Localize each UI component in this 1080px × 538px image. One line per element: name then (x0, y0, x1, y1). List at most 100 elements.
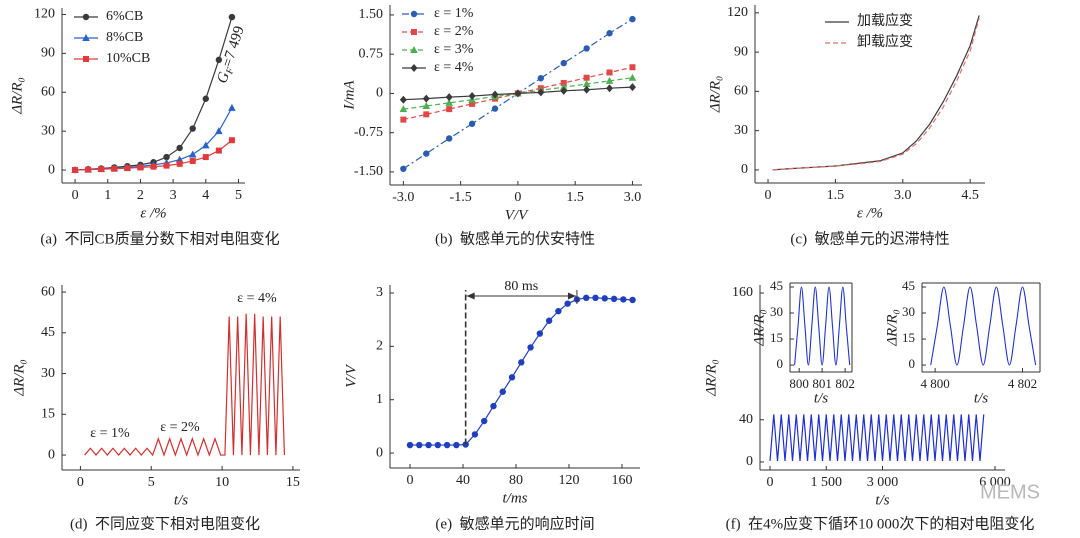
marker (559, 83, 568, 91)
y-tick-label: 30 (41, 123, 55, 138)
y-tick-label: 0 (48, 162, 55, 177)
marker (400, 116, 407, 123)
x-tick-label: 3.0 (894, 188, 912, 203)
y-tick-label: 0 (746, 454, 753, 469)
x-tick-label: 1 500 (811, 475, 843, 490)
y-tick-label: 15 (41, 407, 55, 422)
marker (443, 441, 451, 449)
marker (446, 106, 453, 113)
marker (406, 441, 414, 449)
x-tick-label: 3.0 (624, 190, 642, 205)
marker (98, 166, 105, 173)
legend-label: 卸载应变 (857, 33, 913, 50)
marker (445, 98, 453, 106)
x-tick-label: 1.5 (566, 190, 584, 205)
marker (490, 402, 497, 410)
x-axis-label: ε /% (140, 205, 166, 221)
arrow-head (466, 292, 475, 300)
x-tick-label: 15 (286, 475, 300, 490)
annotation: 80 ms (504, 279, 538, 294)
y-tick-label: 30 (41, 366, 55, 381)
annotation-subscript: F (224, 66, 237, 77)
caption: (a) 不同CB质量分数下相对电阻变化 (40, 230, 279, 247)
x-tick-label: 4.5 (961, 188, 979, 203)
x-tick-label: 80 (509, 473, 523, 488)
marker (592, 294, 599, 302)
marker (445, 135, 453, 142)
x-tick-label: 4 802 (1008, 376, 1037, 391)
annotation-text: =7 499 (220, 24, 248, 69)
marker (527, 344, 534, 351)
marker (514, 89, 522, 98)
marker (124, 165, 131, 172)
x-tick-label: 802 (835, 376, 855, 391)
data-line (794, 286, 851, 366)
watermark: MEMS (980, 481, 1040, 503)
x-tick-label: 801 (812, 376, 832, 391)
marker (416, 441, 423, 449)
y-tick-label: 160 (732, 285, 753, 300)
arrow-head (567, 292, 576, 300)
marker (411, 29, 417, 35)
marker (422, 101, 431, 109)
marker (560, 79, 567, 86)
legend-label: ε = 1% (434, 6, 474, 21)
marker (605, 76, 614, 84)
annotation: ε = 1% (90, 426, 130, 441)
y-tick-label: 90 (41, 46, 55, 61)
marker (201, 141, 210, 149)
marker (606, 84, 614, 93)
x-axis-label: t/ms (502, 490, 527, 506)
marker (545, 317, 553, 324)
y-tick-label: 40 (739, 412, 753, 427)
marker (399, 95, 407, 104)
marker (150, 163, 157, 170)
marker (445, 93, 453, 102)
marker (480, 417, 488, 425)
x-axis-label: t/s (974, 390, 988, 406)
marker (82, 13, 90, 21)
annotation-symbol: G (215, 70, 234, 85)
marker (508, 374, 516, 381)
x-tick-label: 0 (767, 475, 774, 490)
y-tick-label: 1.50 (359, 7, 384, 22)
x-tick-label: 5 (235, 188, 242, 203)
y-tick-label: 120 (727, 5, 748, 20)
x-axis-label: V/V (505, 207, 529, 223)
caption: (e) 敏感单元的响应时间 (435, 514, 594, 532)
marker (606, 30, 613, 37)
legend-label: ε = 4% (434, 60, 474, 75)
y-tick-label: 2 (376, 339, 383, 354)
marker (629, 15, 636, 23)
marker (410, 10, 418, 18)
x-axis-label: t/s (814, 390, 828, 406)
caption: (c) 敏感单元的迟滞特性 (790, 230, 949, 247)
y-axis-label: ΔR/R₀ (707, 76, 723, 114)
marker (453, 441, 460, 449)
y-tick-label: 1 (376, 392, 383, 407)
y-tick-label: 0 (376, 86, 383, 101)
data-line (930, 286, 1037, 366)
y-tick-label: 0 (48, 447, 55, 462)
marker (163, 162, 170, 169)
marker (560, 59, 567, 67)
x-axis-label: t/s (875, 492, 889, 508)
legend-label: ε = 2% (434, 24, 474, 39)
marker (468, 92, 476, 101)
legend-label: 加载应变 (857, 12, 913, 29)
x-tick-label: 120 (558, 473, 579, 488)
marker (215, 147, 222, 154)
marker (582, 80, 591, 88)
data-line (410, 297, 633, 446)
marker (499, 388, 506, 395)
y-tick-label: 0 (376, 445, 383, 460)
x-tick-label: 2 (137, 188, 144, 203)
y-tick-label: 60 (41, 84, 55, 99)
marker (468, 120, 476, 127)
marker (202, 154, 209, 161)
marker (228, 13, 236, 21)
y-tick-label: -1.50 (354, 164, 383, 179)
legend-label: 8%CB (106, 30, 143, 45)
marker (471, 431, 479, 438)
marker (536, 330, 544, 337)
